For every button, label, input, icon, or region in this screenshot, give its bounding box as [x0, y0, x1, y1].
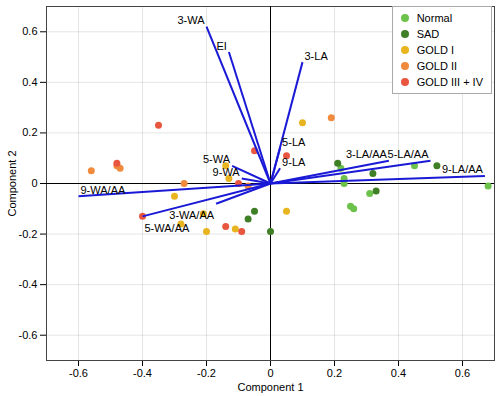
svg-text:-0.4: -0.4 [133, 367, 152, 379]
svg-text:Component 2: Component 2 [6, 150, 18, 216]
svg-text:3-WA/AA: 3-WA/AA [169, 209, 214, 221]
svg-text:-0.4: -0.4 [19, 278, 38, 290]
svg-text:3-LA/AA: 3-LA/AA [346, 148, 388, 160]
svg-text:9-WA/AA: 9-WA/AA [81, 184, 126, 196]
svg-text:Component 1: Component 1 [237, 381, 303, 393]
svg-text:9-WA: 9-WA [213, 166, 241, 178]
svg-text:-0.6: -0.6 [19, 329, 38, 341]
svg-text:5-LA: 5-LA [282, 136, 306, 148]
svg-text:0.4: 0.4 [391, 367, 406, 379]
svg-text:0.6: 0.6 [22, 25, 37, 37]
svg-text:-0.2: -0.2 [19, 228, 38, 240]
html-text:SAD: SAD [416, 28, 440, 40]
html-text:GOLD I: GOLD I [416, 44, 454, 56]
svg-text:0.2: 0.2 [327, 367, 342, 379]
html-text:GOLD III + IV: GOLD III + IV [416, 76, 483, 88]
svg-text:0.4: 0.4 [22, 76, 37, 88]
svg-text:0.6: 0.6 [455, 367, 470, 379]
svg-text:5-LA/AA: 5-LA/AA [388, 148, 430, 160]
svg-text:EI: EI [216, 40, 226, 52]
svg-text:9-LA/AA: 9-LA/AA [442, 163, 484, 175]
svg-text:9-LA: 9-LA [282, 156, 306, 168]
svg-text:5-WA: 5-WA [203, 153, 231, 165]
svg-text:0: 0 [267, 367, 273, 379]
svg-text:3-LA: 3-LA [305, 50, 329, 62]
svg-text:5-WA/AA: 5-WA/AA [145, 222, 190, 234]
svg-text:0.2: 0.2 [22, 126, 37, 138]
svg-text:-0.2: -0.2 [197, 367, 216, 379]
svg-text:3-WA: 3-WA [177, 14, 205, 26]
html-text:Normal: Normal [416, 12, 453, 24]
html-text:GOLD II: GOLD II [416, 60, 457, 72]
svg-text:-0.6: -0.6 [69, 367, 88, 379]
svg-text:0: 0 [31, 177, 37, 189]
